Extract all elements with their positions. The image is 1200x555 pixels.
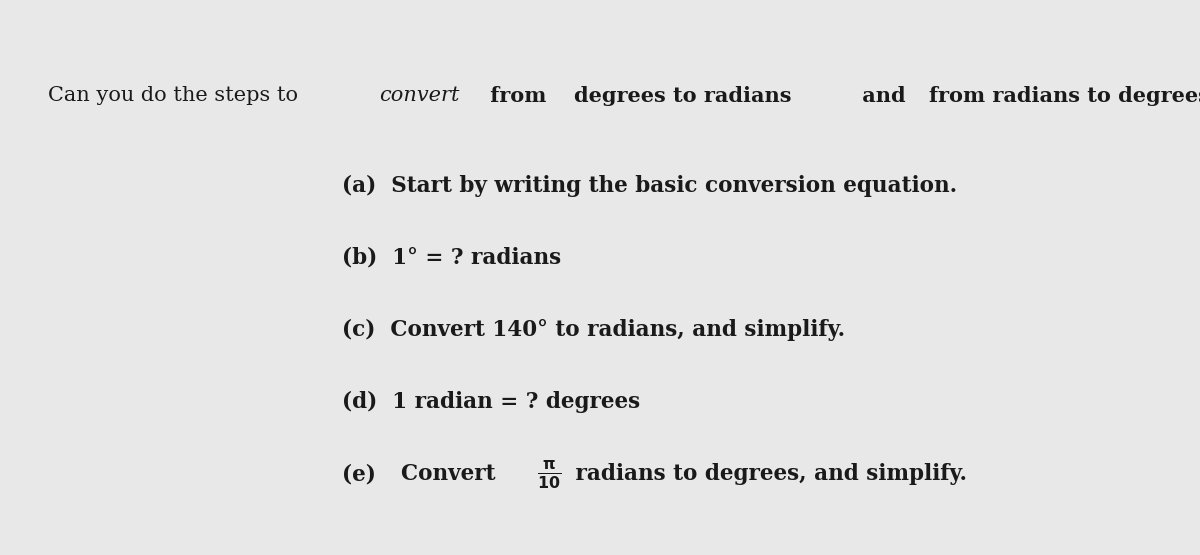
Text: degrees to radians: degrees to radians xyxy=(574,86,792,106)
Text: (d)  1 radian = ? degrees: (d) 1 radian = ? degrees xyxy=(342,391,640,413)
Text: radians to degrees, and simplify.: radians to degrees, and simplify. xyxy=(568,463,967,486)
Text: from: from xyxy=(482,86,553,106)
Text: (b)  1° = ? radians: (b) 1° = ? radians xyxy=(342,247,562,269)
Text: (a)  Start by writing the basic conversion equation.: (a) Start by writing the basic conversio… xyxy=(342,175,958,197)
Text: Convert: Convert xyxy=(385,463,503,486)
Text: (e): (e) xyxy=(342,463,376,486)
Text: convert: convert xyxy=(379,86,460,105)
Text: and: and xyxy=(854,86,912,106)
Text: (c)  Convert 140° to radians, and simplify.: (c) Convert 140° to radians, and simplif… xyxy=(342,319,845,341)
Text: from radians to degrees: from radians to degrees xyxy=(929,86,1200,106)
Text: Can you do the steps to: Can you do the steps to xyxy=(48,86,305,105)
Text: $\mathbf{\frac{\pi}{10}}$: $\mathbf{\frac{\pi}{10}}$ xyxy=(536,459,560,491)
